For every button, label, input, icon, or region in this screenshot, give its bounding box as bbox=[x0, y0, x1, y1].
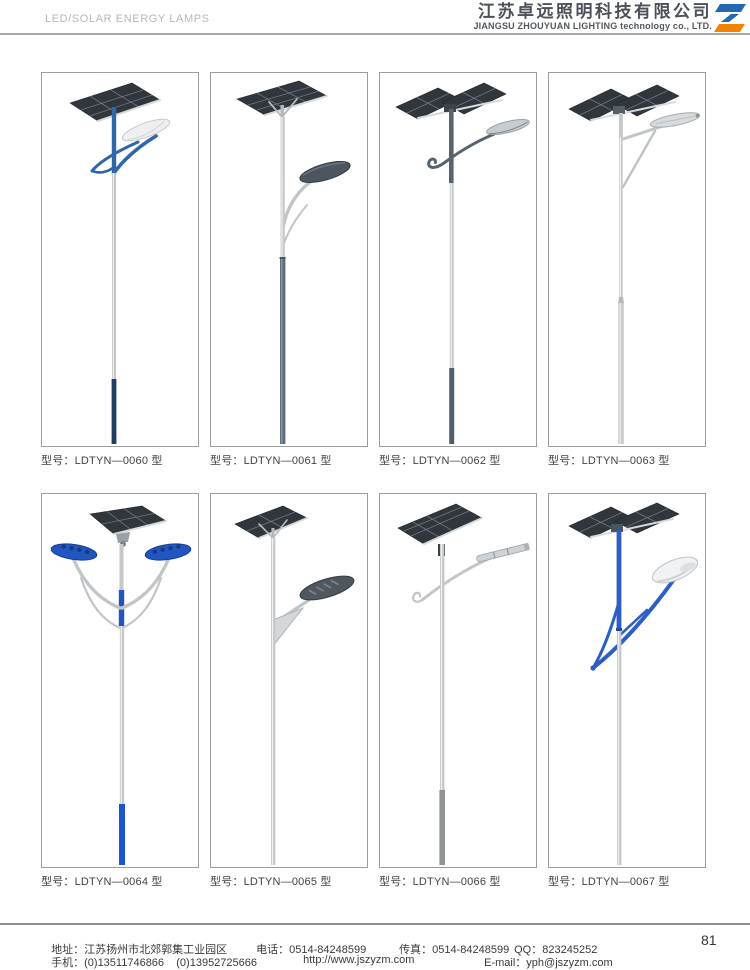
lamp-arm-right bbox=[120, 556, 171, 610]
street-lamp-image-ldtyn-0066 bbox=[397, 503, 530, 865]
arm-brace bbox=[591, 600, 621, 670]
product-card: 型号：LDTYN—0062 型 bbox=[379, 72, 537, 467]
header-divider bbox=[0, 33, 750, 35]
pole-base bbox=[439, 790, 445, 865]
product-image-frame bbox=[379, 493, 537, 868]
pole-base bbox=[280, 259, 286, 444]
product-image-frame bbox=[41, 72, 199, 447]
product-card: 型号：LDTYN—0064 型 bbox=[41, 493, 199, 888]
lamp-arm-left bbox=[71, 556, 122, 610]
lamp-head bbox=[486, 118, 530, 136]
model-label: 型号：LDTYN—0063 型 bbox=[548, 455, 670, 467]
footer-phone: 电话：0514-84248599 bbox=[256, 944, 367, 956]
arm-curl bbox=[412, 591, 424, 603]
company-name-cn: 江苏卓远照明科技有限公司 bbox=[478, 2, 712, 21]
model-label: 型号：LDTYN—0065 型 bbox=[210, 876, 332, 888]
pole-base bbox=[111, 379, 117, 444]
footer-fax: 传真：0514-84248599 bbox=[399, 944, 510, 956]
footer-qq: QQ：823245252 bbox=[514, 944, 598, 956]
arm-gusset bbox=[272, 606, 305, 648]
category-label: LED/SOLAR ENERGY LAMPS bbox=[45, 13, 210, 25]
product-grid: 型号：LDTYN—0060 型 bbox=[41, 72, 706, 888]
street-lamp-image-ldtyn-0063 bbox=[568, 84, 701, 444]
company-name-en: JIANGSU ZHOUYUAN LIGHTING technology co.… bbox=[473, 21, 712, 31]
product-image-frame bbox=[210, 493, 368, 868]
product-card: 型号：LDTYN—0063 型 bbox=[548, 72, 706, 467]
lamp-arm bbox=[112, 134, 158, 175]
footer-address: 地址：江苏扬州市北郊郭集工业园区 bbox=[51, 944, 228, 956]
company-header: 江苏卓远照明科技有限公司 JIANGSU ZHOUYUAN LIGHTING t… bbox=[473, 2, 712, 32]
product-card: 型号：LDTYN—0061 型 bbox=[210, 72, 368, 467]
street-lamp-image-ldtyn-0064 bbox=[50, 505, 192, 865]
street-lamp-image-ldtyn-0065 bbox=[234, 505, 355, 865]
footer-divider bbox=[0, 923, 750, 925]
product-card: 型号：LDTYN—0066 型 bbox=[379, 493, 537, 888]
product-image-frame bbox=[379, 72, 537, 447]
panel-mast bbox=[119, 544, 124, 590]
product-card: 型号：LDTYN—0060 型 bbox=[41, 72, 199, 467]
street-lamp-image-ldtyn-0060 bbox=[69, 82, 171, 444]
model-label: 型号：LDTYN—0060 型 bbox=[41, 455, 163, 467]
pole-base bbox=[449, 368, 455, 444]
lamp-head-left bbox=[50, 543, 98, 561]
pole bbox=[271, 538, 276, 865]
model-label: 型号：LDTYN—0064 型 bbox=[41, 876, 163, 888]
product-image-frame bbox=[548, 493, 706, 868]
lamp-head bbox=[651, 556, 699, 584]
arm-brace bbox=[621, 129, 657, 189]
footer-mobile: 手机：(0)13511746866 (0)13952725666 bbox=[51, 957, 258, 969]
street-lamp-image-ldtyn-0062 bbox=[395, 82, 530, 444]
model-label: 型号：LDTYN—0066 型 bbox=[379, 876, 501, 888]
model-label: 型号：LDTYN—0061 型 bbox=[210, 455, 332, 467]
street-lamp-image-ldtyn-0061 bbox=[236, 80, 351, 444]
lamp-arm bbox=[280, 173, 323, 237]
lamp-head bbox=[121, 118, 171, 142]
product-image-frame bbox=[548, 72, 706, 447]
panel-mast bbox=[616, 530, 622, 630]
footer-email: E-mail：yph@jszyzm.com bbox=[484, 957, 613, 969]
lamp-arm-scroll bbox=[427, 129, 504, 169]
page-number: 81 bbox=[701, 932, 717, 948]
panel-mast bbox=[111, 107, 117, 175]
pole-base bbox=[618, 303, 624, 444]
pole bbox=[280, 117, 285, 257]
lamp-head bbox=[299, 160, 351, 184]
lamp-arm bbox=[591, 576, 677, 670]
panel-mast bbox=[449, 109, 454, 183]
product-image-frame bbox=[210, 72, 368, 447]
model-label: 型号：LDTYN—0062 型 bbox=[379, 455, 501, 467]
pole bbox=[440, 544, 445, 865]
company-logo-z-icon bbox=[714, 4, 746, 32]
product-card: 型号：LDTYN—0065 型 bbox=[210, 493, 368, 888]
pole bbox=[449, 183, 454, 368]
product-card: 型号：LDTYN—0067 型 bbox=[548, 493, 706, 888]
pole bbox=[119, 626, 125, 865]
lamp-head bbox=[299, 575, 355, 601]
pole bbox=[617, 631, 622, 865]
pole-base bbox=[119, 804, 125, 865]
lamp-head bbox=[649, 112, 701, 128]
lamp-head bbox=[476, 542, 530, 563]
product-image-frame bbox=[41, 493, 199, 868]
street-lamp-image-ldtyn-0067 bbox=[568, 502, 699, 865]
model-label: 型号：LDTYN—0067 型 bbox=[548, 876, 670, 888]
footer-website: http://www.jszyzm.com bbox=[303, 954, 415, 966]
lamp-head-right bbox=[144, 543, 192, 561]
